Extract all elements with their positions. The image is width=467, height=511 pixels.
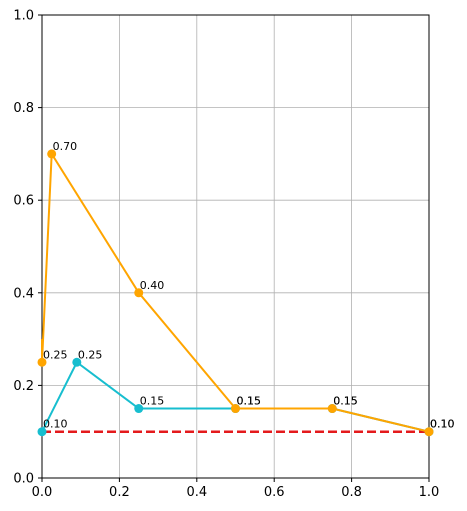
data-labels: 0.100.250.15 0.15 0.150.100.250.700.400.15… bbox=[43, 140, 455, 431]
data-label: 0.25 bbox=[43, 348, 68, 361]
y-tick-label: 0.4 bbox=[13, 286, 34, 301]
x-tick-label: 0.0 bbox=[32, 485, 53, 500]
data-label: 0.10 bbox=[430, 418, 455, 431]
data-point bbox=[37, 427, 47, 437]
data-point bbox=[424, 427, 434, 437]
x-tick-label: 0.2 bbox=[109, 485, 130, 500]
series-line bbox=[41, 360, 430, 433]
data-label: 0.40 bbox=[140, 279, 165, 292]
data-point bbox=[134, 288, 144, 298]
data-label: 0.10 bbox=[430, 418, 455, 431]
data-point bbox=[327, 404, 337, 414]
data-point bbox=[72, 357, 82, 367]
data-label: 0.15 bbox=[237, 395, 262, 408]
y-tick-label: 0.6 bbox=[13, 194, 34, 209]
x-tick-label: 1.0 bbox=[419, 485, 440, 500]
x-tick-label: 0.4 bbox=[186, 485, 207, 500]
data-point bbox=[47, 149, 57, 159]
y-tick-label: 0.0 bbox=[13, 472, 34, 487]
data-label: 0.25 bbox=[78, 348, 103, 361]
series-layer bbox=[37, 149, 434, 437]
y-tick-label: 1.0 bbox=[13, 9, 34, 24]
plot-frame bbox=[41, 14, 430, 479]
data-label: 0.15 bbox=[333, 395, 358, 408]
data-point bbox=[37, 357, 47, 367]
data-label: 0.15 bbox=[333, 395, 358, 408]
data-point bbox=[231, 404, 240, 414]
axes: 0.0 0.2 0.4 0.6 0.8 1.0 0.0 0.2 0.4 0.6 0.8 1.0 bbox=[13, 9, 439, 501]
y-tick-label: 0.8 bbox=[13, 101, 34, 116]
data-point bbox=[134, 404, 144, 414]
data-label: 0.15 bbox=[140, 395, 165, 408]
x-tick-label: 0.6 bbox=[264, 485, 285, 500]
series-2 bbox=[37, 149, 434, 437]
series-1 bbox=[37, 357, 434, 437]
data-label: 0.15 bbox=[237, 395, 262, 408]
data-label: 0.10 bbox=[43, 418, 68, 431]
y-tick-label: 0.2 bbox=[13, 379, 34, 394]
data-label: 0.70 bbox=[53, 140, 78, 153]
x-tick-label: 0.8 bbox=[341, 485, 362, 500]
